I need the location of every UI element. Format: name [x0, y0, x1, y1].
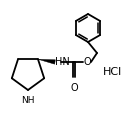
Text: O: O — [83, 57, 91, 67]
Text: HN: HN — [55, 57, 70, 67]
Text: HCl: HCl — [103, 67, 123, 77]
Polygon shape — [38, 59, 55, 64]
Text: NH: NH — [21, 96, 35, 105]
Text: O: O — [70, 83, 78, 93]
